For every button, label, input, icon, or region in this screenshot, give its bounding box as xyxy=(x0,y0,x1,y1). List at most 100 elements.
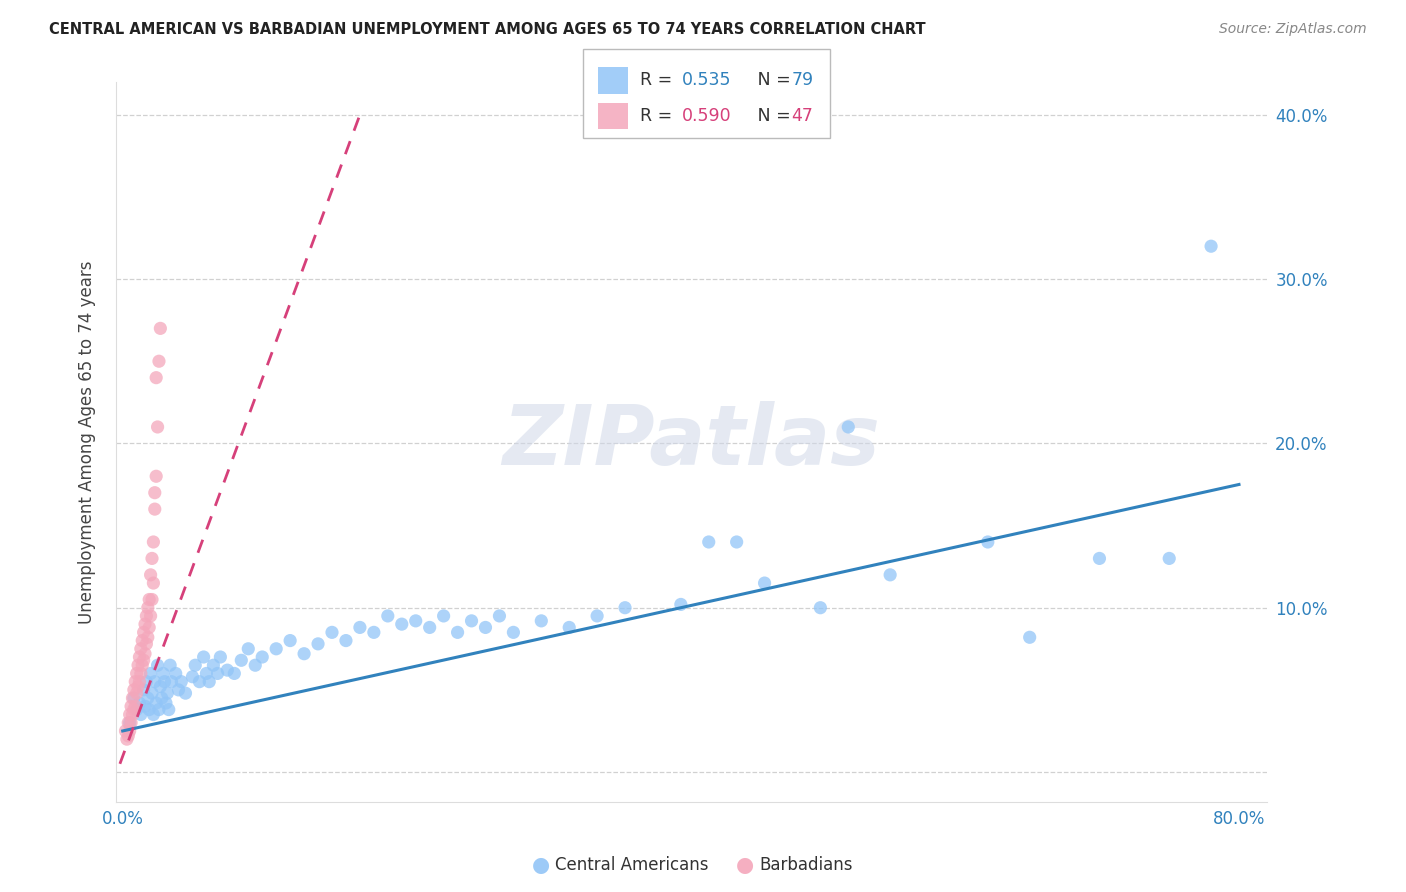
Point xyxy=(160,674,183,689)
Point xyxy=(131,633,153,648)
Point xyxy=(879,567,901,582)
Point xyxy=(122,691,145,706)
Point xyxy=(136,630,159,644)
Point xyxy=(139,567,162,582)
Point xyxy=(128,674,150,689)
Point xyxy=(117,729,139,743)
Point xyxy=(118,715,141,730)
Point xyxy=(122,703,145,717)
Point xyxy=(142,535,165,549)
Point xyxy=(1018,630,1040,644)
Point xyxy=(117,715,139,730)
Point xyxy=(349,620,371,634)
Point xyxy=(145,696,167,710)
Point xyxy=(149,680,172,694)
Point xyxy=(121,691,143,706)
Point xyxy=(238,641,260,656)
Point xyxy=(181,670,204,684)
Point xyxy=(118,707,141,722)
Point xyxy=(278,633,301,648)
Point xyxy=(127,680,149,694)
Point xyxy=(143,485,166,500)
Point xyxy=(142,576,165,591)
Point xyxy=(120,699,142,714)
Text: N =: N = xyxy=(741,107,796,125)
Point xyxy=(149,321,172,335)
Point xyxy=(159,658,181,673)
Point xyxy=(129,666,152,681)
Point xyxy=(128,650,150,665)
Point xyxy=(131,658,153,673)
Point xyxy=(125,666,148,681)
Point xyxy=(725,535,748,549)
Text: ZIPatlas: ZIPatlas xyxy=(502,401,880,483)
Point xyxy=(120,715,142,730)
Point xyxy=(136,691,159,706)
Point xyxy=(1199,239,1222,253)
Point xyxy=(146,420,169,434)
Point xyxy=(502,625,524,640)
Point xyxy=(264,641,287,656)
Point xyxy=(198,674,221,689)
Point xyxy=(377,609,399,624)
Point xyxy=(614,600,637,615)
Point xyxy=(207,666,229,681)
Point xyxy=(135,637,157,651)
Point xyxy=(391,617,413,632)
Point xyxy=(148,703,170,717)
Text: ●: ● xyxy=(533,855,550,875)
Point xyxy=(128,696,150,710)
Text: R =: R = xyxy=(640,107,678,125)
Point xyxy=(148,354,170,368)
Point xyxy=(174,686,197,700)
Point xyxy=(558,620,581,634)
Point xyxy=(125,686,148,700)
Point xyxy=(488,609,510,624)
Point xyxy=(157,703,180,717)
Point xyxy=(335,633,357,648)
Point xyxy=(138,592,160,607)
Point xyxy=(135,609,157,624)
Point xyxy=(669,598,692,612)
Point xyxy=(132,625,155,640)
Point xyxy=(252,650,274,665)
Point xyxy=(446,625,468,640)
Point xyxy=(307,637,329,651)
Point xyxy=(586,609,609,624)
Point xyxy=(245,658,267,673)
Point xyxy=(134,617,156,632)
Point xyxy=(167,682,190,697)
Text: R =: R = xyxy=(640,71,678,89)
Point xyxy=(121,707,143,722)
Text: 0.590: 0.590 xyxy=(682,107,731,125)
Point xyxy=(145,469,167,483)
Point xyxy=(460,614,482,628)
Point xyxy=(115,732,138,747)
Point xyxy=(146,658,169,673)
Point xyxy=(474,620,496,634)
Point xyxy=(155,696,177,710)
Point xyxy=(754,576,776,591)
Text: N =: N = xyxy=(741,71,796,89)
Point xyxy=(292,647,315,661)
Point xyxy=(165,666,187,681)
Point xyxy=(188,674,211,689)
Point xyxy=(1159,551,1181,566)
Point xyxy=(138,620,160,634)
Point xyxy=(977,535,1000,549)
Point xyxy=(139,609,162,624)
Point xyxy=(143,502,166,516)
Point xyxy=(363,625,385,640)
Point xyxy=(209,650,232,665)
Point xyxy=(153,674,176,689)
Point xyxy=(152,666,174,681)
Y-axis label: Unemployment Among Ages 65 to 74 years: Unemployment Among Ages 65 to 74 years xyxy=(79,260,96,624)
Point xyxy=(124,674,146,689)
Point xyxy=(132,653,155,667)
Text: Central Americans: Central Americans xyxy=(555,856,709,874)
Point xyxy=(184,658,207,673)
Point xyxy=(118,723,141,738)
Point xyxy=(143,674,166,689)
Text: 79: 79 xyxy=(792,71,814,89)
Point xyxy=(136,600,159,615)
